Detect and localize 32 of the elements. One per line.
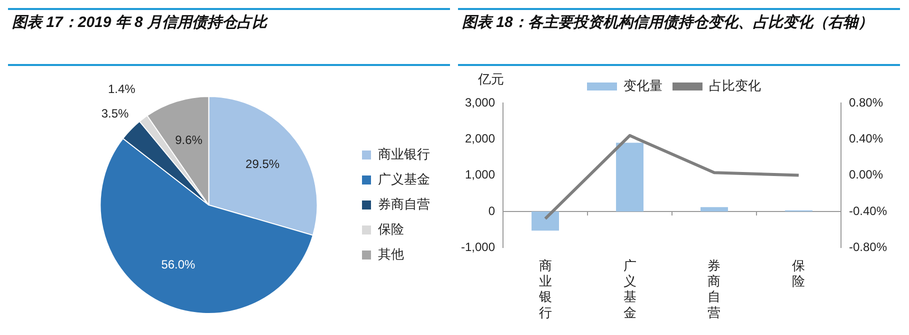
- bar: [616, 142, 644, 212]
- y2-tick-label: 0.40%: [848, 131, 884, 146]
- chart-title: 图表 17：2019 年 8 月信用债持仓占比: [8, 8, 450, 66]
- x-tick-label: 保险: [792, 258, 806, 289]
- y2-tick-label: -0.80%: [848, 240, 888, 254]
- legend-label: 保险: [378, 222, 404, 237]
- y-tick-label: -1,000: [460, 240, 496, 254]
- legend-label: 其他: [378, 246, 404, 262]
- y-axis-title: 亿元: [477, 72, 504, 87]
- x-tick-label: 商业银行: [538, 258, 552, 320]
- x-tick-label: 广义基金: [623, 258, 636, 320]
- data-label: 56.0%: [161, 257, 196, 272]
- legend-label: 变化量: [624, 78, 662, 94]
- legend-label: 占比变化: [709, 78, 761, 94]
- y2-tick-label: -0.40%: [848, 204, 888, 218]
- data-label: 9.6%: [175, 133, 203, 148]
- y-tick-label: 2,000: [464, 131, 496, 146]
- data-label: 1.4%: [108, 82, 136, 96]
- y2-tick-label: 0.00%: [848, 168, 884, 182]
- data-label: 3.5%: [101, 106, 130, 120]
- chart-title: 图表 18：各主要投资机构信用债持仓变化、占比变化（右轴）: [458, 8, 900, 66]
- legend-label: 商业银行: [378, 146, 430, 162]
- y-tick-label: 3,000: [464, 95, 496, 110]
- y-tick-label: 1,000: [464, 168, 496, 182]
- legend-label: 广义基金: [378, 172, 430, 187]
- data-label: 29.5%: [246, 156, 280, 171]
- x-tick-label: 券商自营: [708, 258, 721, 320]
- legend-label: 券商自营: [378, 196, 430, 212]
- y-tick-label: 0: [488, 204, 496, 218]
- y2-tick-label: 0.80%: [848, 95, 884, 110]
- bar: [700, 207, 728, 212]
- bar: [532, 211, 559, 231]
